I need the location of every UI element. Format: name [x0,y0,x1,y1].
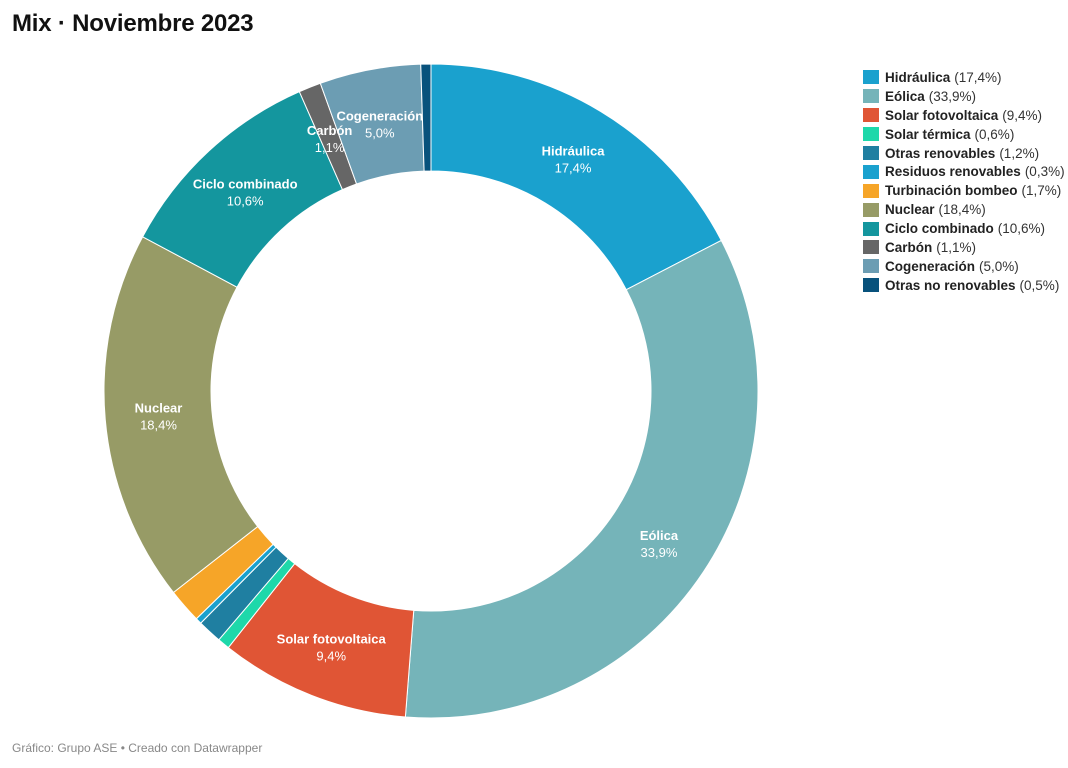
legend-name: Otras no renovables [885,277,1016,293]
slice-label-carbon: Carbón 1,1% [307,123,353,155]
slice-label-eolica: Eólica 33,9% [640,528,679,560]
legend-item-eolica: Eólica (33,9%) [863,87,1065,106]
slice-label-hidraulica: Hidráulica 17,4% [542,143,606,175]
legend-item-residuos-renovables: Residuos renovables (0,3%) [863,162,1065,181]
legend-percent: (0,3%) [1024,164,1065,180]
slice-hidraulica [430,63,722,291]
legend-percent: (33,9%) [928,88,977,104]
legend-name: Residuos renovables [885,164,1021,180]
legend-percent: (1,7%) [1021,183,1062,199]
legend-name: Carbón [885,239,933,255]
legend-swatch [863,278,879,293]
legend-percent: (18,4%) [938,202,986,218]
legend-swatch [863,108,879,123]
legend-item-otras-no-renovables: Otras no renovables (0,5%) [863,276,1065,295]
legend-name: Nuclear [885,202,935,218]
legend-percent: (17,4%) [954,69,1002,85]
legend-swatch [863,127,879,142]
slice-nuclear [103,236,259,594]
slice-otras-no-renovables [420,63,432,172]
legend-name: Turbinación bombeo [885,183,1018,199]
legend-item-cogeneracion: Cogeneración (5,0%) [863,257,1065,276]
slice-eolica [404,239,759,719]
legend-item-solar-fotovoltaica: Solar fotovoltaica (9,4%) [863,106,1065,125]
legend-item-ciclo-combinado: Ciclo combinado (10,6%) [863,219,1065,238]
legend-item-turbinacion-bombeo: Turbinación bombeo (1,7%) [863,181,1065,200]
legend-percent: (1,1%) [936,239,977,255]
legend-percent: (0,6%) [974,126,1015,142]
legend-item-nuclear: Nuclear (18,4%) [863,200,1065,219]
slice-label-nuclear: Nuclear 18,4% [135,401,183,433]
legend-swatch [863,164,879,179]
source-credit: Gráfico: Grupo ASE • Creado con Datawrap… [12,741,263,755]
legend: Hidráulica (17,4%) Eólica (33,9%) Solar foto… [863,68,1065,295]
donut-chart: Hidráulica 17,4% Eólica 33,9% Solar fotovolt… [103,63,759,719]
legend-swatch [863,202,879,217]
legend-swatch [863,89,879,104]
legend-percent: (10,6%) [997,221,1046,237]
legend-name: Otras renovables [885,145,996,161]
slice-label-ciclo-combinado: Ciclo combinado 10,6% [193,176,298,208]
legend-percent: (5,0%) [979,258,1019,274]
slices-group [103,63,759,719]
legend-name: Solar fotovoltaica [885,107,999,123]
legend-item-carbon: Carbón (1,1%) [863,238,1065,257]
legend-percent: (0,5%) [1019,277,1060,293]
legend-name: Solar térmica [885,126,971,142]
legend-percent: (9,4%) [1002,107,1043,123]
legend-item-solar-termica: Solar térmica (0,6%) [863,125,1065,144]
legend-swatch [863,70,879,85]
chart-title: Mix · Noviembre 2023 [12,10,254,37]
legend-swatch [863,259,879,274]
legend-swatch [863,146,879,160]
legend-name: Ciclo combinado [885,221,994,237]
legend-swatch [863,240,879,255]
legend-name: Hidráulica [885,69,951,85]
legend-name: Cogeneración [885,258,976,274]
legend-percent: (1,2%) [999,145,1040,161]
labels-group: Hidráulica 17,4% Eólica 33,9% Solar fotovolt… [135,108,679,663]
legend-item-hidraulica: Hidráulica (17,4%) [863,68,1065,87]
legend-item-otras-renovables: Otras renovables (1,2%) [863,144,1065,163]
legend-swatch [863,183,879,198]
slice-label-solar-fotovoltaica: Solar fotovoltaica 9,4% [277,632,387,664]
slice-label-cogeneracion: Cogeneración 5,0% [336,108,423,140]
legend-swatch [863,221,879,236]
legend-name: Eólica [885,88,925,104]
